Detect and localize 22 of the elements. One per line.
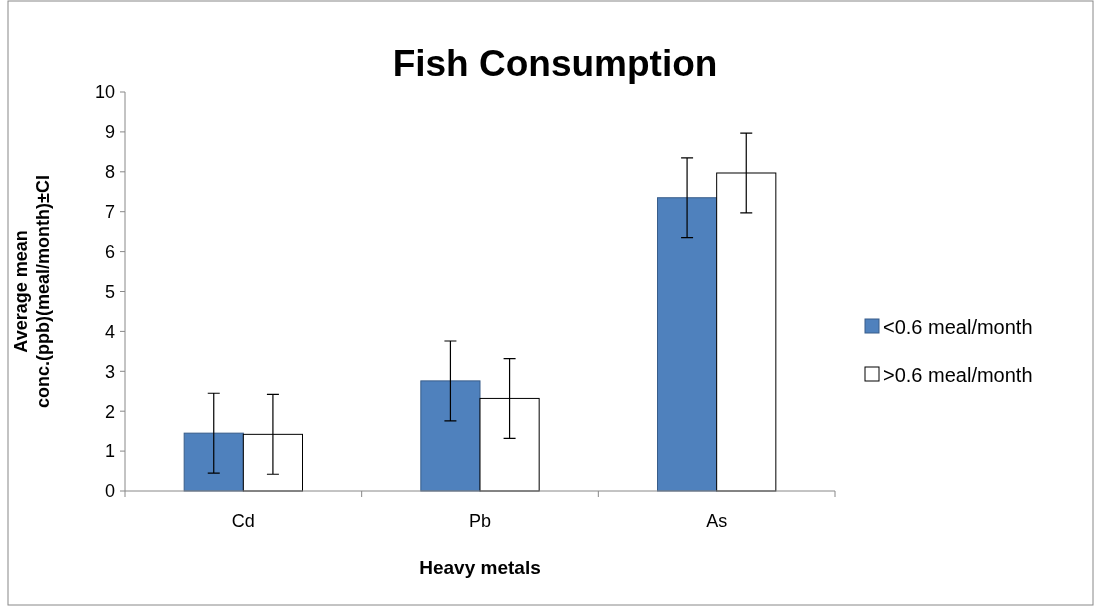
- legend-label: >0.6 meal/month: [883, 364, 1033, 386]
- y-tick-label: 4: [104, 321, 115, 342]
- y-tick-label: 6: [104, 241, 115, 262]
- bar: [420, 380, 481, 492]
- x-tick-label: Pb: [468, 511, 492, 531]
- y-tick-label: 1: [104, 441, 115, 462]
- y-tick-label: 0: [104, 481, 115, 502]
- x-axis-title: Heavy metals: [419, 557, 541, 578]
- legend-label: <0.6 meal/month: [883, 316, 1033, 338]
- y-tick-label: 5: [104, 281, 115, 302]
- y-tick-label: 2: [104, 401, 115, 422]
- y-tick-label: 8: [104, 162, 115, 183]
- x-tick-label: As: [706, 511, 728, 531]
- x-tick-label: Cd: [231, 511, 255, 531]
- y-axis-title: Average mean conc.(ppb)(meal/month)±CI: [11, 175, 53, 408]
- chart-title: Fish Consumption: [392, 43, 718, 84]
- bar: [657, 197, 718, 492]
- y-tick-label: 3: [104, 361, 115, 382]
- y-tick-label: 7: [104, 202, 115, 222]
- y-tick-label: 9: [104, 122, 115, 143]
- bar: [183, 432, 244, 492]
- y-tick-label: 10: [94, 82, 115, 103]
